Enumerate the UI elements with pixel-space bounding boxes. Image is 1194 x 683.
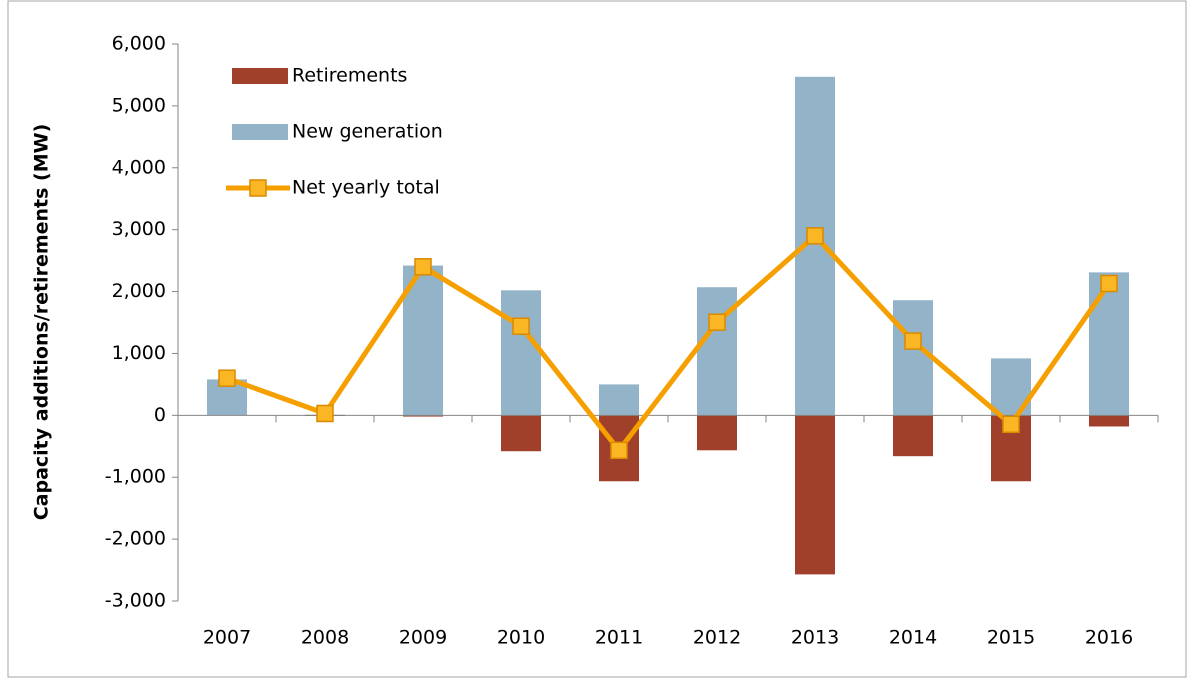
marker [316,404,334,423]
x-tick-label: 2014 [889,627,937,649]
y-tick-label: -2,000 [105,528,166,550]
x-tick-label: 2013 [791,627,839,649]
legend-marker [249,179,267,197]
x-tick-label: 2007 [203,627,251,649]
marker [610,441,628,460]
bar [893,300,933,416]
bar [403,415,443,417]
marker [512,317,530,335]
x-tick-label: 2015 [987,627,1035,649]
x-tick-label: 2012 [693,627,741,649]
legend-swatch [232,124,288,140]
legend-label: Retirements [292,65,407,87]
y-tick-label: 3,000 [112,218,166,240]
marker [1100,274,1118,293]
y-axis-label: Capacity additions/retirements (MW) [31,124,53,521]
y-tick-label: 5,000 [112,94,166,116]
bar [599,384,639,416]
bar [501,290,541,416]
marker [806,227,824,245]
bar [795,415,835,575]
marker [1002,415,1020,434]
marker [904,332,922,350]
legend-swatch [232,68,288,84]
y-tick-label: -3,000 [105,590,166,612]
marker [414,258,432,276]
legend-label: New generation [292,121,443,143]
y-tick-label: 0 [154,404,166,426]
bar [1089,272,1129,416]
bar [501,415,541,452]
bar [697,287,737,416]
legend-label: Net yearly total [292,177,440,199]
y-tick-label: 1,000 [112,342,166,364]
x-tick-label: 2011 [595,627,643,649]
x-tick-label: 2009 [399,627,447,649]
line [226,233,1112,453]
bar [1089,415,1129,427]
chart-frame [7,0,1187,678]
y-tick-label: -1,000 [105,466,166,488]
bar [893,415,933,457]
y-tick-label: 2,000 [112,280,166,302]
y-tick-label: 6,000 [112,33,166,55]
x-tick-label: 2008 [301,627,349,649]
marker [708,313,726,331]
y-tick-label: 4,000 [112,156,166,178]
bar [697,415,737,451]
x-tick-label: 2010 [497,627,545,649]
marker [218,369,236,387]
x-tick-label: 2016 [1085,627,1133,649]
